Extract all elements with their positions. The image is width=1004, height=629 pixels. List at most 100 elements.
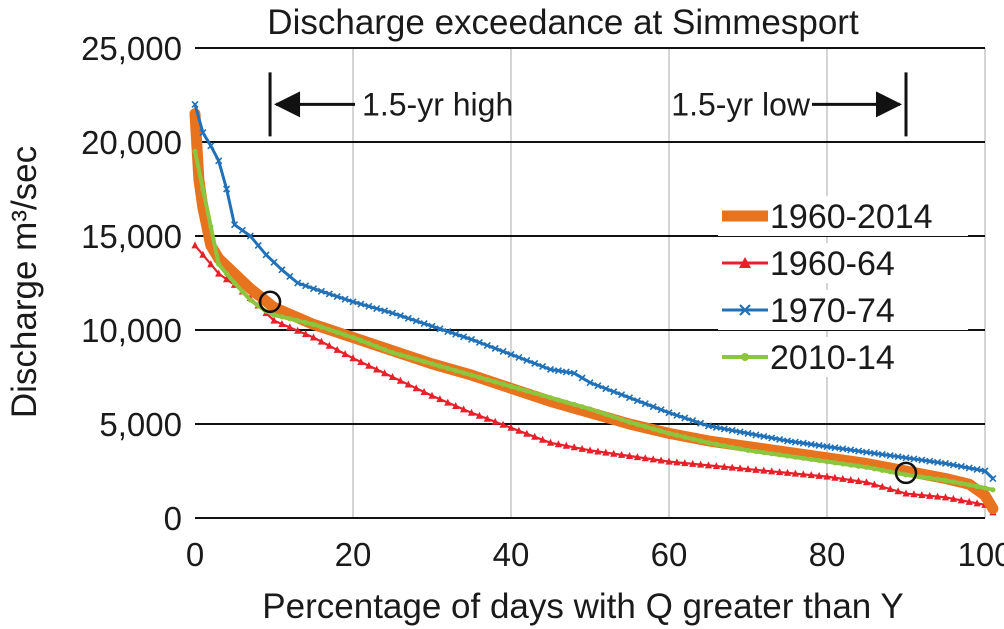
data-point: [919, 474, 925, 480]
data-point: [776, 468, 784, 476]
data-point: [879, 467, 885, 473]
data-point: [777, 452, 783, 458]
data-point: [562, 368, 570, 376]
series-line: [189, 108, 999, 515]
data-point: [570, 443, 578, 451]
data-point: [760, 466, 768, 474]
data-point: [887, 469, 893, 475]
data-point: [673, 411, 681, 419]
data-point: [704, 422, 713, 430]
data-point: [760, 432, 768, 440]
data-point: [405, 354, 411, 360]
x-tick-label: 100: [957, 536, 1004, 573]
data-point: [365, 302, 373, 310]
highlight-circle: [258, 290, 282, 314]
data-point: [736, 428, 744, 436]
data-point: [570, 369, 578, 377]
data-point: [200, 186, 206, 192]
data-point: [783, 437, 792, 445]
data-point: [886, 452, 894, 460]
data-point: [752, 431, 760, 439]
data-point: [397, 352, 403, 358]
series-layer: [189, 100, 999, 516]
data-point: [216, 261, 222, 267]
data-point: [761, 449, 767, 456]
data-point: [191, 241, 199, 249]
data-point: [729, 444, 735, 450]
data-point: [618, 391, 626, 399]
data-point: [238, 226, 246, 234]
data-point: [555, 397, 562, 403]
high-arrow-head: [274, 91, 301, 118]
data-point: [467, 408, 476, 416]
data-point: [318, 324, 324, 330]
data-point: [262, 251, 270, 259]
highlight-circle: [894, 461, 918, 485]
data-point: [546, 365, 555, 374]
data-point: [698, 438, 704, 444]
data-point: [989, 474, 997, 483]
data-point: [926, 457, 934, 465]
data-point: [223, 275, 231, 283]
data-point: [831, 444, 839, 452]
data-point: [791, 438, 799, 446]
data-point: [870, 449, 878, 457]
data-point: [309, 333, 318, 341]
data-point: [429, 361, 435, 367]
data-point: [934, 458, 942, 466]
data-point: [815, 441, 823, 449]
data-point: [934, 492, 942, 500]
data-point: [247, 297, 253, 303]
data-point: [444, 327, 452, 336]
data-point: [381, 307, 389, 315]
data-point: [500, 381, 506, 387]
data-point: [745, 447, 751, 453]
legend-entry: 2010-14: [718, 337, 968, 377]
data-point: [492, 379, 498, 385]
data-point: [358, 337, 364, 344]
data-point: [839, 445, 847, 453]
data-point: [278, 319, 286, 327]
data-point: [231, 280, 238, 286]
data-point: [230, 221, 239, 229]
data-point: [957, 496, 965, 504]
data-point: [799, 439, 807, 447]
data-point: [191, 100, 199, 108]
data-point: [847, 446, 855, 454]
data-point: [476, 374, 482, 380]
data-point: [578, 374, 586, 382]
data-point: [444, 398, 452, 406]
data-point: [674, 432, 680, 438]
legend-label: 1970-74: [770, 292, 895, 330]
data-point: [578, 444, 586, 452]
data-point: [942, 477, 949, 483]
data-point: [625, 451, 634, 459]
data-point: [666, 430, 672, 436]
legend-label: 2010-14: [770, 339, 895, 377]
data-point: [641, 454, 649, 462]
data-point: [728, 463, 736, 471]
data-point: [824, 459, 830, 465]
data-point: [554, 440, 562, 448]
data-point: [871, 466, 878, 472]
data-point: [294, 279, 302, 287]
data-point: [855, 477, 863, 485]
legend-entry: 1960-64: [718, 243, 968, 283]
data-point: [437, 363, 443, 369]
data-point: [499, 347, 507, 355]
data-point: [396, 312, 404, 320]
data-point: [523, 429, 531, 437]
data-point: [366, 340, 372, 347]
data-point: [673, 458, 681, 466]
x-tick-label: 0: [186, 536, 204, 573]
y-tick-label: 20,000: [81, 124, 182, 161]
data-point: [957, 462, 965, 471]
data-point: [974, 483, 980, 490]
data-point: [475, 411, 483, 419]
data-point: [334, 329, 340, 335]
data-point: [420, 320, 428, 328]
data-point: [831, 473, 839, 481]
data-point: [413, 356, 419, 362]
data-point: [546, 438, 555, 446]
data-point: [333, 292, 341, 301]
